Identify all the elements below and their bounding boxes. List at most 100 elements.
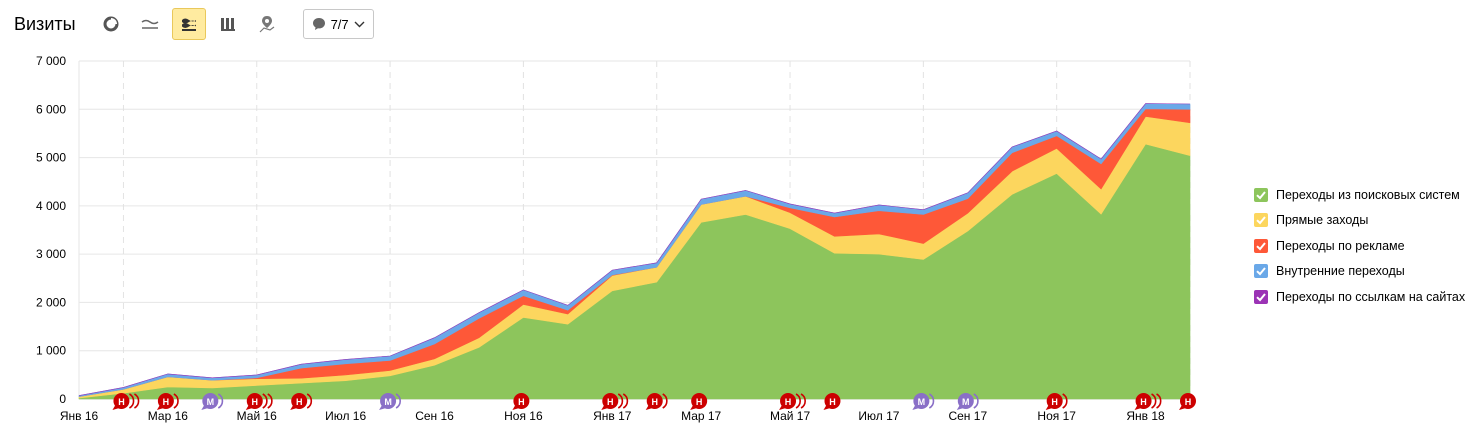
- annotation-marker[interactable]: Н: [1134, 393, 1162, 410]
- annotation-stack-arc: [262, 393, 268, 409]
- annotation-bubble: [113, 393, 130, 409]
- bar-chart-button[interactable]: [211, 8, 245, 40]
- bar-chart-icon: [220, 18, 235, 31]
- annotation-marker[interactable]: Н: [156, 393, 179, 410]
- annotation-tail: [201, 405, 209, 410]
- annotation-marker[interactable]: Н: [1179, 393, 1196, 410]
- annotation-marker[interactable]: Н: [690, 393, 708, 410]
- annotation-bubble: [1046, 393, 1063, 409]
- annotation-stack-arc: [173, 393, 179, 409]
- annotation-tail: [779, 405, 787, 410]
- annotation-bubble: [913, 393, 930, 409]
- annotation-bubble: [691, 393, 708, 409]
- comment-icon: [312, 18, 325, 30]
- annotation-stack-arc: [1062, 393, 1068, 409]
- annotation-stack-arc: [128, 393, 135, 409]
- map-button[interactable]: [250, 8, 284, 40]
- annotation-bubble: [157, 393, 174, 409]
- x-tick-label: Янв 17: [593, 409, 632, 423]
- x-tick-label: Ноя 17: [1037, 409, 1076, 423]
- checkmark-icon: [1256, 242, 1266, 251]
- legend-item[interactable]: Внутренние переходы: [1254, 259, 1465, 285]
- legend-checkbox[interactable]: [1254, 187, 1268, 202]
- annotation-stack-arc: [973, 393, 979, 409]
- legend-checkbox[interactable]: [1254, 264, 1268, 279]
- legend-item[interactable]: Прямые заходы: [1254, 208, 1465, 234]
- annotation-marker[interactable]: М: [201, 393, 224, 410]
- annotation-tail: [379, 405, 387, 410]
- x-tick-label: Ноя 16: [504, 409, 543, 423]
- annotation-bubble: [1135, 393, 1152, 409]
- y-tick-label: 3 000: [36, 247, 66, 261]
- legend-item[interactable]: Переходы по ссылкам на сайтах: [1254, 284, 1465, 310]
- y-tick-label: 4 000: [36, 199, 66, 213]
- annotation-marker[interactable]: М: [956, 393, 979, 410]
- annotation-label: Н: [1185, 397, 1192, 407]
- annotation-label: Н: [607, 397, 614, 407]
- legend-item[interactable]: Переходы из поисковых систем: [1254, 182, 1465, 208]
- annotation-marker[interactable]: Н: [823, 393, 841, 410]
- legend-checkbox[interactable]: [1254, 289, 1268, 304]
- area-chart-icon: [181, 18, 196, 31]
- annotation-tail: [290, 405, 298, 410]
- annotation-bubble: [780, 393, 797, 409]
- x-tick-label: Мар 16: [148, 409, 188, 423]
- x-tick-label: Май 17: [770, 409, 811, 423]
- annotation-bubble: [646, 393, 663, 409]
- annotation-tail: [1045, 405, 1053, 410]
- legend-checkbox[interactable]: [1254, 213, 1268, 228]
- x-tick-label: Янв 18: [1126, 409, 1165, 423]
- pie-chart-icon: [103, 16, 119, 32]
- annotation-marker[interactable]: Н: [1045, 393, 1068, 410]
- x-tick-label: Янв 16: [60, 409, 99, 423]
- checkmark-icon: [1256, 216, 1266, 225]
- annotation-stack-arc: [217, 393, 224, 409]
- annotation-bubble: [602, 393, 619, 409]
- annotation-label: Н: [1140, 397, 1147, 407]
- x-tick-label: Сен 16: [415, 409, 454, 423]
- legend-item[interactable]: Переходы по рекламе: [1254, 233, 1465, 259]
- annotation-marker[interactable]: Н: [512, 393, 530, 410]
- annotation-marker[interactable]: Н: [779, 393, 806, 410]
- annotation-label: Н: [651, 397, 658, 407]
- area-chart-button[interactable]: [171, 8, 206, 40]
- pie-chart-button[interactable]: [94, 8, 128, 40]
- annotation-bubble: [513, 393, 530, 409]
- line-chart-button[interactable]: [133, 8, 167, 40]
- y-tick-label: 7 000: [36, 54, 66, 68]
- annotation-tail: [156, 405, 164, 410]
- y-tick-label: 2 000: [36, 295, 66, 309]
- annotation-tail: [690, 405, 698, 410]
- annotations-dropdown[interactable]: 7/7: [302, 9, 374, 39]
- annotation-label: Н: [1051, 397, 1058, 407]
- annotation-stack-arc: [133, 393, 140, 409]
- annotation-marker[interactable]: М: [912, 393, 935, 410]
- annotation-marker[interactable]: Н: [290, 393, 313, 410]
- annotation-marker[interactable]: Н: [601, 393, 629, 410]
- annotation-marker[interactable]: Н: [245, 393, 273, 410]
- annotation-marker[interactable]: М: [379, 393, 401, 410]
- y-tick-label: 5 000: [36, 151, 66, 165]
- legend-checkbox[interactable]: [1254, 238, 1268, 253]
- annotation-marker[interactable]: Н: [645, 393, 668, 410]
- annotation-bubble: [957, 393, 974, 409]
- x-tick-label: Мар 17: [681, 409, 721, 423]
- chart-title: Визиты: [14, 13, 76, 34]
- annotation-tail: [645, 405, 653, 410]
- annotation-bubble: [824, 393, 841, 409]
- line-chart-icon: [141, 19, 159, 29]
- annotation-label: М: [384, 397, 392, 407]
- annotation-tail: [1134, 405, 1142, 410]
- annotation-marker[interactable]: Н: [112, 393, 140, 410]
- legend-label: Переходы из поисковых систем: [1276, 187, 1460, 202]
- annotation-label: М: [918, 397, 926, 407]
- annotation-stack-arc: [800, 393, 806, 409]
- annotation-stack-arc: [267, 393, 273, 409]
- annotation-label: Н: [518, 397, 525, 407]
- annotation-bubble: [291, 393, 308, 409]
- x-tick-label: Июл 17: [858, 409, 899, 423]
- legend-label: Переходы по рекламе: [1276, 238, 1405, 253]
- annotation-stack-arc: [1151, 393, 1157, 409]
- annotation-label: М: [207, 397, 215, 407]
- annotation-tail: [1179, 405, 1186, 410]
